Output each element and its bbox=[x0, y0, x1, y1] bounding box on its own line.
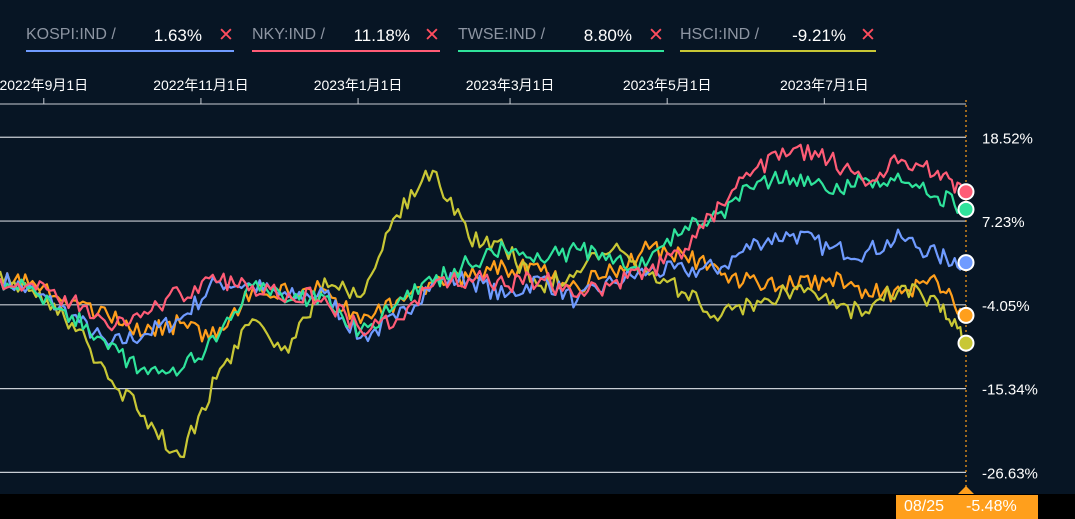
legend-value-kospi: 1.63% bbox=[153, 26, 202, 45]
crosshair-value: -5.48% bbox=[966, 498, 1017, 515]
close-icon[interactable]: ✕ bbox=[424, 25, 440, 46]
x-tick-label: 2023年5月1日 bbox=[623, 77, 712, 93]
end-marker-nkyind bbox=[957, 183, 975, 201]
y-tick-label: 18.52% bbox=[982, 130, 1033, 147]
legend-item-nky[interactable]: NKY:IND / 11.18% ✕ bbox=[252, 24, 440, 52]
close-icon[interactable]: ✕ bbox=[218, 25, 234, 46]
crosshair-line bbox=[958, 100, 974, 494]
x-tick-label: 2023年3月1日 bbox=[466, 77, 555, 93]
legend-underline-kospi bbox=[26, 50, 234, 52]
crosshair-label: 08/25 -5.48% bbox=[896, 495, 1038, 519]
legend-underline-nky bbox=[252, 50, 440, 52]
series-line-twseind bbox=[0, 169, 965, 377]
series-line-hsciind bbox=[0, 169, 965, 459]
end-marker-hsciind bbox=[957, 334, 975, 352]
legend-value-nky: 11.18% bbox=[353, 26, 410, 45]
y-tick-label: -4.05% bbox=[982, 298, 1030, 315]
crosshair-date: 08/25 bbox=[904, 498, 945, 515]
legend-underline-twse bbox=[458, 50, 664, 52]
end-markers bbox=[957, 183, 975, 352]
grid-lines bbox=[0, 136, 966, 474]
legend-underline-hsci bbox=[680, 50, 876, 52]
x-tick-label: 2023年1月1日 bbox=[314, 77, 403, 93]
y-tick-label: 7.23% bbox=[982, 214, 1025, 231]
end-marker-kospiind bbox=[957, 254, 975, 272]
legend-name-kospi: KOSPI:IND / bbox=[26, 26, 116, 43]
x-axis: 2022年9月1日 2022年11月1日 2023年1月1日 2023年3月1日 202… bbox=[0, 77, 966, 105]
x-tick-label: 2023年7月1日 bbox=[780, 77, 869, 93]
close-icon[interactable]: ✕ bbox=[648, 25, 664, 46]
x-tick-label: 2022年9月1日 bbox=[0, 77, 88, 93]
series-line-kospiind bbox=[0, 228, 965, 347]
end-marker-twseind bbox=[957, 200, 975, 218]
y-axis: 18.52% 7.23% -4.05% -15.34% -26.63% bbox=[982, 130, 1038, 482]
y-tick-label: -26.63% bbox=[982, 465, 1038, 482]
legend-name-nky: NKY:IND / bbox=[252, 26, 325, 43]
legend-item-hsci[interactable]: HSCI:IND / -9.21% ✕ bbox=[680, 24, 876, 52]
y-tick-label: -15.34% bbox=[982, 382, 1038, 399]
legend-name-twse: TWSE:IND / bbox=[458, 26, 546, 43]
series-line-orange bbox=[0, 240, 965, 343]
crosshair-caret bbox=[958, 486, 974, 494]
legend-value-hsci: -9.21% bbox=[792, 26, 846, 45]
close-icon[interactable]: ✕ bbox=[860, 25, 876, 46]
footer-bar bbox=[0, 494, 1075, 519]
legend-value-twse: 8.80% bbox=[583, 26, 632, 45]
end-marker-orange bbox=[957, 306, 975, 324]
series-lines bbox=[0, 143, 965, 459]
legend-item-kospi[interactable]: KOSPI:IND / 1.63% ✕ bbox=[26, 24, 234, 52]
x-tick-label: 2022年11月1日 bbox=[153, 77, 248, 93]
legend-name-hsci: HSCI:IND / bbox=[680, 26, 760, 43]
legend-item-twse[interactable]: TWSE:IND / 8.80% ✕ bbox=[458, 24, 664, 52]
series-line-nkyind bbox=[0, 143, 965, 337]
